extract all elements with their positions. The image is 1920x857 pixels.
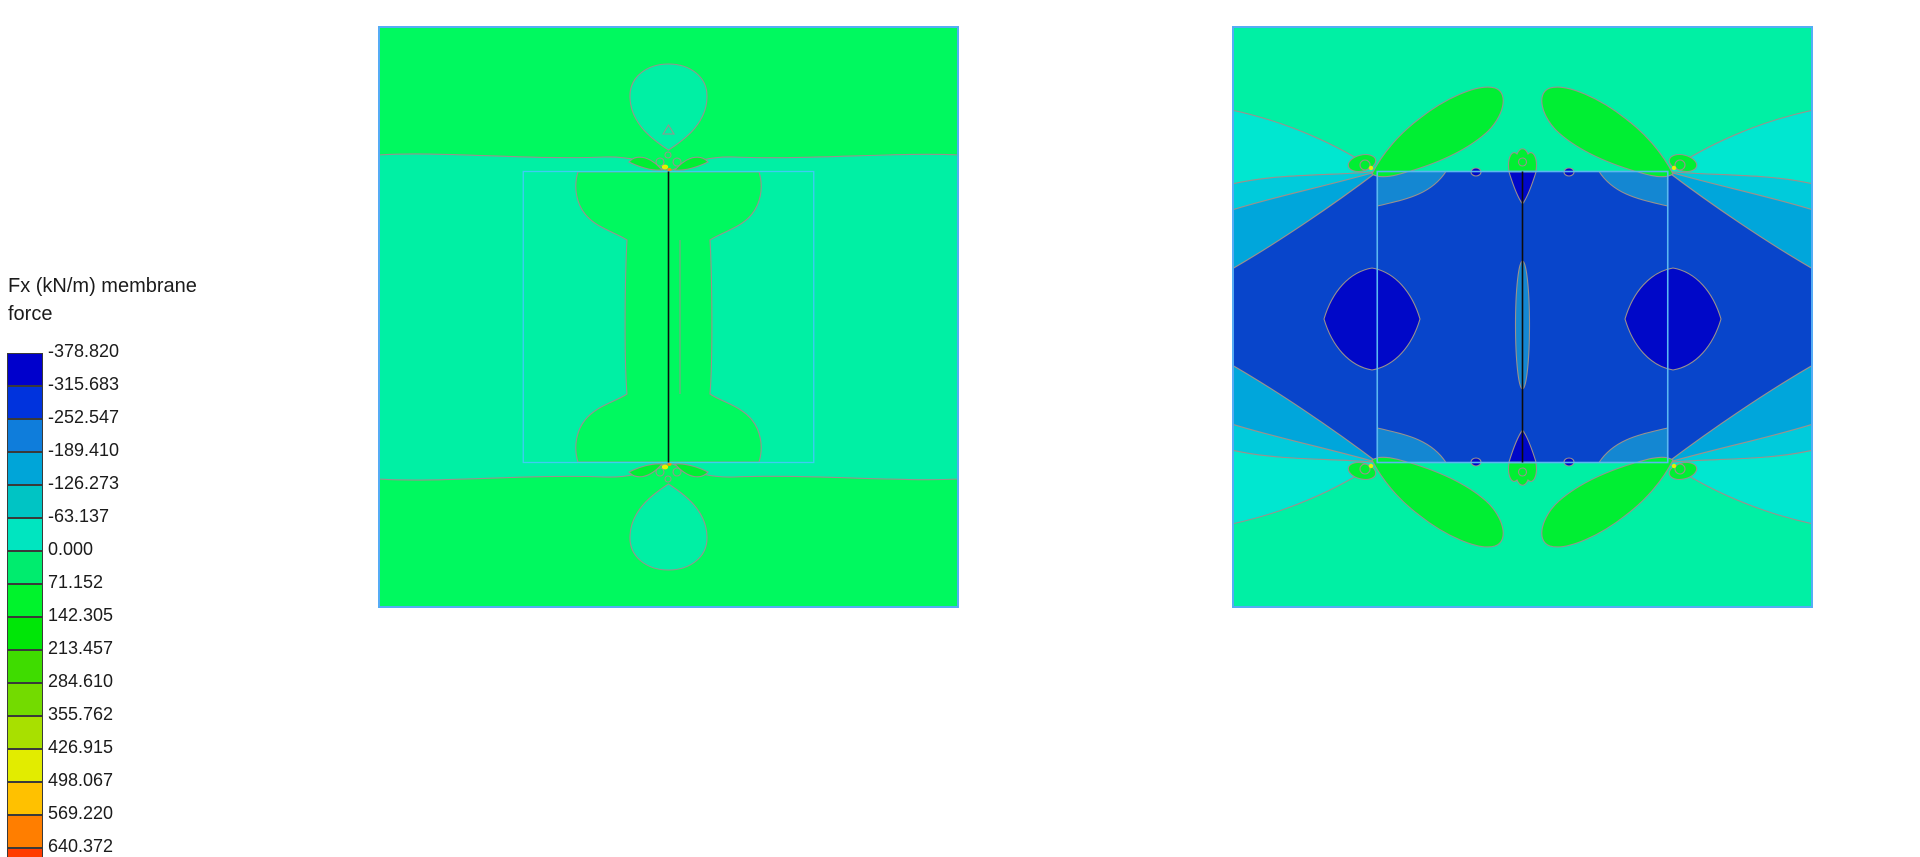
legend-swatch — [7, 650, 43, 683]
hotspot-yellow — [661, 164, 669, 170]
legend-row: 569.220 — [7, 803, 307, 848]
concentration-ring — [672, 467, 682, 477]
concentration-ring — [1674, 463, 1686, 475]
teardrop-top — [629, 63, 708, 151]
hotspot-yellow — [661, 464, 669, 470]
legend-value: 498.067 — [48, 770, 114, 790]
corner-patch — [1597, 427, 1669, 464]
corner-patch — [1376, 427, 1448, 464]
corner-patch — [1597, 170, 1669, 207]
legend-row: -63.137 — [7, 506, 307, 551]
legend-value: -315.683 — [48, 374, 120, 394]
plot-border — [378, 26, 959, 608]
legend-value: 426.915 — [48, 737, 114, 757]
legend-swatch — [7, 419, 43, 452]
concentration-ring — [655, 467, 665, 477]
legend-row: 71.152 — [7, 572, 307, 617]
legend-swatch — [7, 782, 43, 815]
bean-lobe-bottom-left — [1371, 456, 1504, 548]
legend-swatch — [7, 518, 43, 551]
legend-value: 355.762 — [48, 704, 114, 724]
legend-swatch — [7, 617, 43, 650]
legend-row: 498.067 — [7, 770, 307, 815]
legend-value: -252.547 — [48, 407, 120, 427]
left-contour-plot — [378, 26, 959, 608]
legend-value: 640.372 — [48, 836, 114, 856]
legend-swatch — [7, 815, 43, 848]
legend-row: 284.610 — [7, 671, 307, 716]
legend-row: -126.273 — [7, 473, 307, 518]
hotspot-yellow — [1671, 463, 1677, 469]
legend-title: Fx (kN/m) membrane force — [8, 275, 197, 325]
legend-value: 284.610 — [48, 671, 114, 691]
right-contour-plot — [1232, 26, 1813, 608]
teardrop-inner-triangle — [662, 123, 675, 135]
concentration-ring — [1517, 467, 1528, 477]
legend-row: 0.000 — [7, 539, 307, 584]
bean-lobe-top-left — [1371, 86, 1504, 178]
concentration-ring — [1359, 463, 1371, 475]
hotspot-yellow — [1671, 165, 1677, 171]
crown-top — [1508, 148, 1537, 172]
legend-row: 640.372 — [7, 836, 307, 857]
legend-value: -189.410 — [48, 440, 120, 460]
teardrop-bottom — [629, 483, 708, 571]
legend-value: 71.152 — [48, 572, 104, 592]
legend-row: 426.915 — [7, 737, 307, 782]
legend-value: 142.305 — [48, 605, 114, 625]
concentration-ring — [1674, 159, 1686, 171]
plot-border — [1232, 26, 1813, 608]
legend-swatch — [7, 353, 43, 386]
legend-row: -378.820 — [7, 341, 307, 386]
legend-row: -252.547 — [7, 407, 307, 452]
legend-swatch — [7, 584, 43, 617]
legend-value: 213.457 — [48, 638, 114, 658]
concentration-ring — [664, 475, 672, 483]
concentration-ring — [664, 151, 672, 159]
legend-value: 0.000 — [48, 539, 94, 559]
legend-color-scale: -378.820 -315.683 -252.547 -189.410 -126… — [7, 341, 307, 857]
compression-blob-right — [1624, 267, 1722, 371]
stress-wing-bottom-left — [628, 463, 664, 478]
legend-row: -189.410 — [7, 440, 307, 485]
legend-swatch — [7, 848, 43, 857]
legend-value: -378.820 — [48, 341, 120, 361]
legend-row: 355.762 — [7, 704, 307, 749]
legend-swatch — [7, 749, 43, 782]
stress-wing-top-right — [673, 156, 709, 171]
legend-value: -63.137 — [48, 506, 110, 526]
concentration-ring — [655, 157, 665, 167]
legend-row: 213.457 — [7, 638, 307, 683]
legend-swatch — [7, 716, 43, 749]
legend-row: -315.683 — [7, 374, 307, 419]
hotspot-yellow — [1368, 165, 1374, 171]
legend-swatch — [7, 683, 43, 716]
legend-value: 569.220 — [48, 803, 114, 823]
crown-bottom — [1508, 462, 1537, 486]
legend-swatch — [7, 485, 43, 518]
concentration-ring — [1517, 157, 1528, 167]
corner-patch — [1376, 170, 1448, 207]
legend-swatch — [7, 452, 43, 485]
compression-blob-left — [1323, 267, 1421, 371]
concentration-ring — [1359, 159, 1371, 171]
bean-lobe-top-right — [1541, 86, 1674, 178]
concentration-ring — [672, 157, 682, 167]
legend-value: -126.273 — [48, 473, 120, 493]
legend-row: 142.305 — [7, 605, 307, 650]
legend-swatch — [7, 551, 43, 584]
legend-swatch — [7, 386, 43, 419]
bean-lobe-bottom-right — [1541, 456, 1674, 548]
stress-wing-bottom-right — [673, 463, 709, 478]
stress-wing-top-left — [628, 156, 664, 171]
hotspot-yellow — [1368, 463, 1374, 469]
